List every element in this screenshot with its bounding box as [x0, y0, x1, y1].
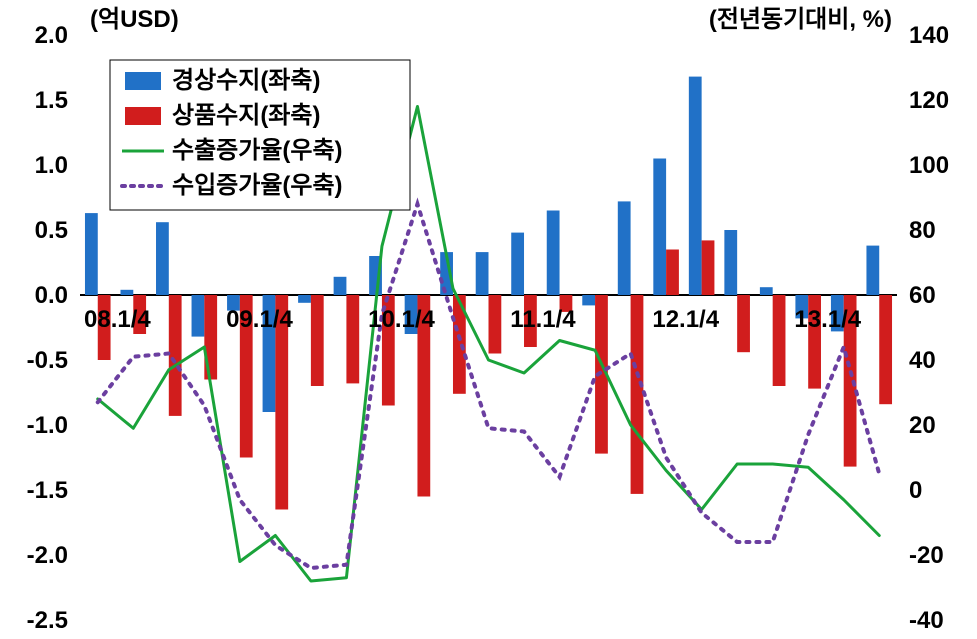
- legend-label: 경상수지(좌축): [172, 67, 320, 94]
- bar-goods-balance: [773, 295, 786, 386]
- chart-svg: -2.5 -2.0 -1.5 -1.0 -0.5 0.0 0.5 1.0 1.5 2.0 -40 -2…: [0, 0, 977, 639]
- y-left-tick-label: 1.0: [35, 152, 68, 179]
- bar-goods-balance: [879, 295, 892, 404]
- y-left-tick-label: 0.5: [35, 217, 68, 244]
- legend-swatch: [125, 72, 161, 90]
- bar-current-account: [298, 295, 311, 303]
- right-axis-title: (전년동기대비, %): [709, 6, 892, 33]
- left-axis-title: (억USD): [90, 6, 179, 33]
- bar-goods-balance: [737, 295, 750, 352]
- bar-current-account: [85, 213, 98, 295]
- bar-current-account: [582, 295, 595, 305]
- bar-goods-balance: [666, 250, 679, 296]
- y-left-tick-label: 0.0: [35, 282, 68, 309]
- y-left-tick-label: -1.0: [27, 412, 68, 439]
- bar-goods-balance: [169, 295, 182, 416]
- x-tick-label: 08.1/4: [84, 306, 151, 333]
- y-right-tick-label: 0: [909, 477, 922, 504]
- bar-goods-balance: [702, 240, 715, 295]
- bar-current-account: [120, 290, 133, 295]
- y-left-tick-label: -2.0: [27, 542, 68, 569]
- x-tick-label: 11.1/4: [510, 306, 576, 333]
- x-tick-label: 09.1/4: [226, 306, 293, 333]
- bar-goods-balance: [631, 295, 644, 494]
- chart-container: -2.5 -2.0 -1.5 -1.0 -0.5 0.0 0.5 1.0 1.5 2.0 -40 -2…: [0, 0, 977, 639]
- bar-current-account: [511, 233, 524, 295]
- y-right-tick-label: 100: [909, 152, 949, 179]
- bar-current-account: [866, 246, 879, 295]
- legend-swatch: [125, 107, 161, 125]
- y-right-tick-label: 20: [909, 412, 936, 439]
- y-left-tick-label: -0.5: [27, 347, 68, 374]
- bar-goods-balance: [489, 295, 502, 354]
- y-left-tick-label: -1.5: [27, 477, 68, 504]
- bar-current-account: [724, 230, 737, 295]
- y-left-tick-label: 2.0: [35, 22, 68, 49]
- bar-current-account: [689, 77, 702, 295]
- bar-current-account: [760, 287, 773, 295]
- bar-goods-balance: [346, 295, 359, 383]
- y-left-tick-label: 1.5: [35, 87, 68, 114]
- y-right-tick-label: 140: [909, 22, 949, 49]
- bar-current-account: [476, 252, 489, 295]
- bar-current-account: [547, 211, 560, 296]
- bar-current-account: [653, 159, 666, 296]
- y-right-tick-label: 40: [909, 347, 936, 374]
- bar-current-account: [192, 295, 205, 337]
- x-tick-label: 13.1/4: [794, 306, 861, 333]
- y-right-tick-label: 80: [909, 217, 936, 244]
- legend-label: 수출증가율(우축): [172, 137, 343, 164]
- y-right-tick-label: -40: [909, 607, 944, 634]
- legend-label: 수입증가율(우축): [172, 172, 343, 199]
- bar-goods-balance: [311, 295, 324, 386]
- y-left-tick-label: -2.5: [27, 607, 68, 634]
- x-tick-label: 12.1/4: [652, 306, 719, 333]
- y-right-tick-label: 120: [909, 87, 949, 114]
- bar-current-account: [618, 201, 631, 295]
- legend-label: 상품수지(좌축): [172, 102, 320, 129]
- bar-current-account: [334, 277, 347, 295]
- y-right-tick-label: 60: [909, 282, 936, 309]
- x-tick-label: 10.1/4: [368, 306, 435, 333]
- bar-current-account: [156, 222, 169, 295]
- y-right-tick-label: -20: [909, 542, 944, 569]
